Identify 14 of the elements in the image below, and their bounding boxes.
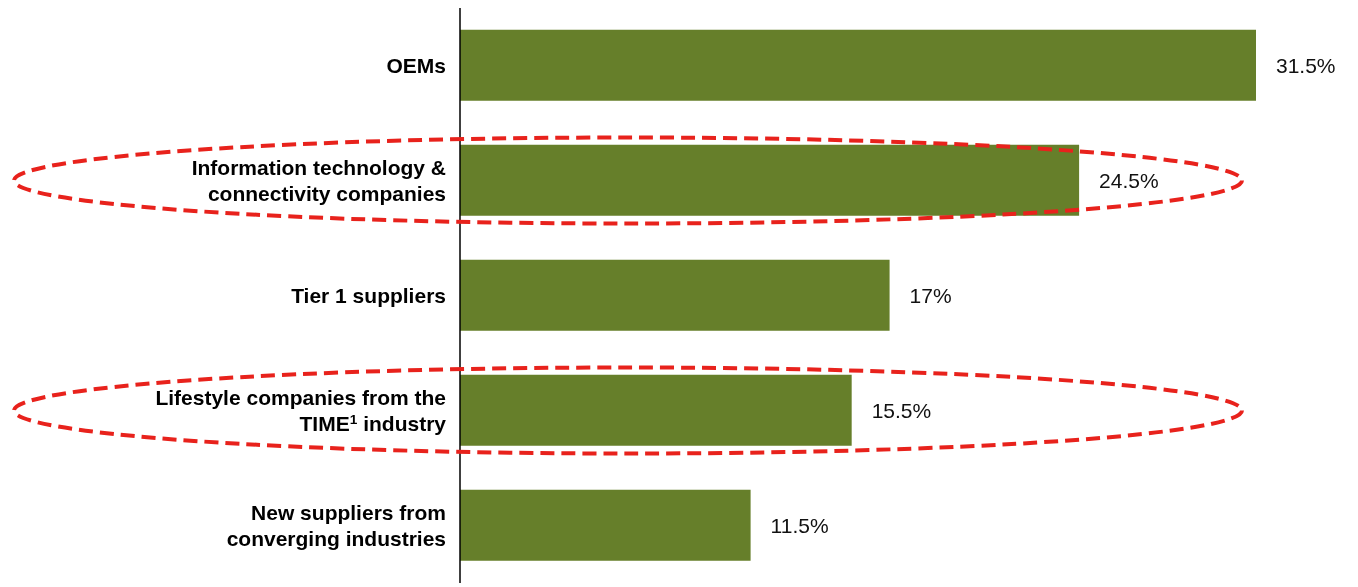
- bar: [460, 29, 1256, 101]
- y-tick-label: OEMs: [386, 53, 446, 77]
- y-tick-label: New suppliers from converging industries: [226, 500, 446, 550]
- y-tick-label: Tier 1 suppliers: [291, 283, 446, 307]
- y-tick-label: Lifestyle companies from the TIME$^{1}$ industry: [155, 385, 447, 435]
- data-label: 31.5%: [1276, 53, 1336, 77]
- data-label: 11.5%: [770, 513, 829, 537]
- bar: [460, 374, 852, 446]
- data-label: 17%: [909, 283, 952, 307]
- data-label: 24.5%: [1099, 168, 1159, 192]
- data-label: 15.5%: [871, 398, 932, 422]
- bar: [460, 259, 890, 331]
- bar: [460, 489, 751, 561]
- y-tick-label: Information technology & connectivity companies: [191, 155, 446, 205]
